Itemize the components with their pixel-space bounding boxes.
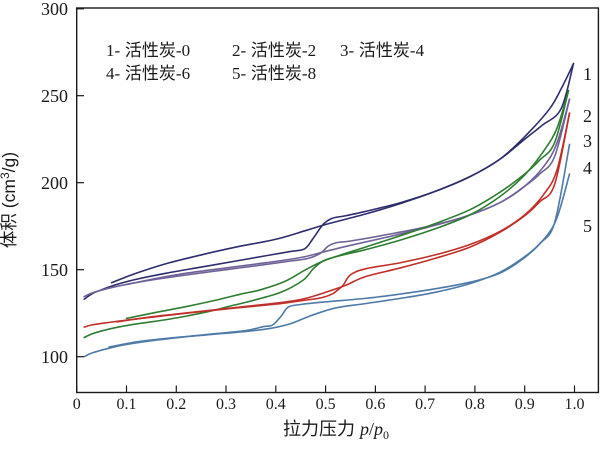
svg-text:2: 2 xyxy=(583,106,592,126)
svg-text:0: 0 xyxy=(73,396,81,413)
svg-text:3: 3 xyxy=(583,131,592,151)
svg-text:0.5: 0.5 xyxy=(316,396,336,413)
svg-text:200: 200 xyxy=(41,173,68,193)
svg-text:0.1: 0.1 xyxy=(117,396,137,413)
svg-text:0.3: 0.3 xyxy=(216,396,236,413)
svg-text:300: 300 xyxy=(41,0,68,19)
svg-text:0.7: 0.7 xyxy=(415,396,435,413)
svg-text:0.4: 0.4 xyxy=(266,396,286,413)
svg-text:250: 250 xyxy=(41,86,68,106)
svg-text:0.2: 0.2 xyxy=(166,396,186,413)
svg-text:1.0: 1.0 xyxy=(565,396,585,413)
svg-text:体积 (cm3/g): 体积 (cm3/g) xyxy=(0,152,19,248)
svg-text:0.9: 0.9 xyxy=(515,396,535,413)
svg-text:100: 100 xyxy=(41,347,68,367)
svg-text:0.8: 0.8 xyxy=(465,396,485,413)
svg-text:150: 150 xyxy=(41,260,68,280)
svg-text:4: 4 xyxy=(583,158,592,178)
svg-text:5: 5 xyxy=(583,216,592,236)
svg-text:1: 1 xyxy=(583,64,592,84)
svg-text:0.6: 0.6 xyxy=(365,396,385,413)
